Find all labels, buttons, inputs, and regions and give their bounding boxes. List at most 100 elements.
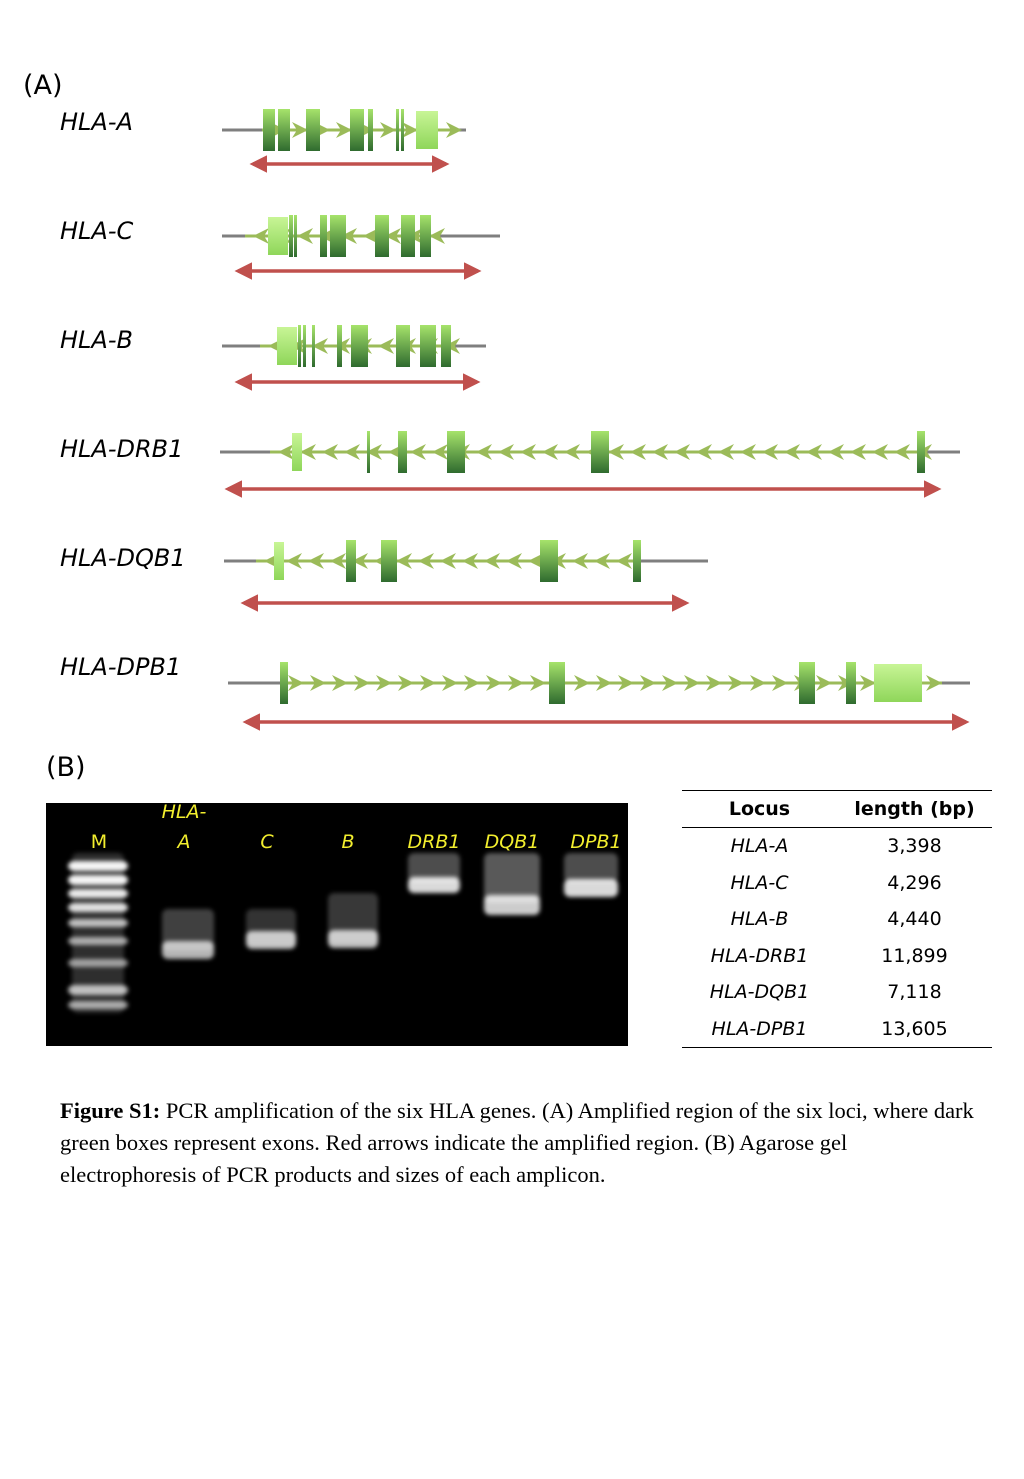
direction-arrow-icon: [718, 444, 734, 460]
exon-box: [396, 109, 399, 151]
direction-arrow-icon: [484, 553, 500, 569]
exon-box: [312, 325, 315, 367]
direction-arrow-icon: [464, 675, 480, 691]
direction-arrow-icon: [253, 228, 269, 244]
exon-box: [441, 325, 451, 367]
exon-box: [367, 431, 370, 473]
table-header-length: length (bp): [837, 790, 992, 828]
direction-arrow-icon: [498, 444, 514, 460]
direction-arrow-icon: [618, 675, 634, 691]
direction-arrow-icon: [542, 444, 558, 460]
direction-arrow-icon: [926, 675, 942, 691]
caption-text: PCR amplification of the six HLA genes. …: [60, 1098, 974, 1187]
table-row: HLA-DQB1 7,118: [682, 974, 992, 1011]
direction-arrow-icon: [750, 675, 766, 691]
direction-arrow-icon: [322, 444, 338, 460]
direction-arrow-icon: [398, 675, 414, 691]
gel-sample-band: [162, 941, 214, 959]
table-cell-length: 13,605: [837, 1010, 992, 1048]
direction-arrow-icon: [312, 338, 328, 354]
direction-arrow-icon: [784, 444, 800, 460]
table-cell-locus: HLA-DPB1: [682, 1010, 837, 1048]
direction-arrow-icon: [297, 228, 313, 244]
direction-arrow-icon: [894, 444, 910, 460]
direction-arrow-icon: [828, 444, 844, 460]
table-cell-length: 4,440: [887, 908, 942, 931]
exon-box: [401, 215, 415, 257]
direction-arrow-icon: [520, 444, 536, 460]
table-cell-locus: HLA-B: [730, 908, 789, 931]
table-cell-length: 3,398: [887, 835, 942, 858]
gel-sample-band: [564, 853, 618, 883]
exon-box: [799, 662, 815, 704]
direction-arrow-icon: [608, 444, 624, 460]
direction-arrow-icon: [385, 228, 401, 244]
exon-box: [447, 431, 465, 473]
gene-label-hla-dqb1: HLA-DQB1: [60, 544, 186, 572]
exon-box: [420, 215, 431, 257]
direction-arrow-icon: [706, 675, 722, 691]
utr-box: [874, 664, 922, 702]
gel-image: M HLA- A C B DRB1 DQB1 DPB1: [46, 801, 628, 1046]
direction-arrow-icon: [850, 444, 866, 460]
exon-box: [280, 662, 288, 704]
exon-box: [401, 109, 404, 151]
direction-arrow-icon: [286, 553, 302, 569]
direction-arrow-icon: [772, 675, 788, 691]
utr-box: [292, 433, 302, 471]
exon-box: [396, 325, 410, 367]
direction-arrow-icon: [486, 675, 502, 691]
table-cell-locus: HLA-A: [730, 835, 789, 858]
exon-box: [633, 540, 641, 582]
panel-a-label: (A): [23, 70, 63, 101]
exon-box: [540, 540, 558, 582]
gene-label-hla-a: HLA-A: [60, 108, 133, 136]
exon-box: [375, 215, 389, 257]
direction-arrow-icon: [429, 228, 445, 244]
gene-structure-diagram: [220, 109, 970, 731]
direction-arrow-icon: [860, 675, 876, 691]
direction-arrow-icon: [330, 553, 346, 569]
panel-b-label: (B): [46, 752, 86, 783]
gel-sample-band: [484, 895, 540, 915]
direction-arrow-icon: [310, 675, 326, 691]
table-header-row: Locus length (bp): [682, 790, 992, 828]
direction-arrow-icon: [594, 553, 610, 569]
direction-arrow-icon: [596, 675, 612, 691]
direction-arrow-icon: [292, 122, 308, 138]
direction-arrow-icon: [442, 675, 458, 691]
direction-arrow-icon: [816, 675, 832, 691]
table-cell-locus: HLA-DQB1: [709, 981, 810, 1004]
exon-box: [381, 540, 397, 582]
direction-arrow-icon: [806, 444, 822, 460]
exon-box: [263, 109, 275, 151]
gel-sample-band: [162, 909, 214, 951]
direction-arrow-icon: [572, 553, 588, 569]
amplicon-size-table: Locus length (bp) HLA-A 3,398 HLA-C 4,296 …: [682, 790, 992, 1048]
table-cell-length: 7,118: [887, 981, 942, 1004]
gel-lane-label-drb1: DRB1: [407, 831, 461, 853]
exon-box: [591, 431, 609, 473]
direction-arrow-icon: [684, 675, 700, 691]
table-header-locus: Locus: [682, 790, 837, 828]
exon-box: [298, 325, 301, 367]
direction-arrow-icon: [506, 553, 522, 569]
direction-arrow-icon: [728, 675, 744, 691]
direction-arrow-icon: [380, 122, 396, 138]
table-row: HLA-A 3,398: [682, 828, 992, 865]
direction-arrow-icon: [378, 338, 394, 354]
direction-arrow-icon: [462, 553, 478, 569]
direction-arrow-icon: [352, 553, 368, 569]
exon-box: [549, 662, 565, 704]
direction-arrow-icon: [762, 444, 778, 460]
direction-arrow-icon: [662, 675, 678, 691]
direction-arrow-icon: [300, 444, 316, 460]
exon-box: [306, 109, 320, 151]
direction-arrow-icon: [444, 338, 460, 354]
direction-arrow-icon: [696, 444, 712, 460]
gel-lane-label-c: C: [260, 831, 274, 853]
direction-arrow-icon: [574, 675, 590, 691]
direction-arrow-icon: [564, 444, 580, 460]
figure-caption: Figure S1: PCR amplification of the six …: [60, 1095, 980, 1191]
direction-arrow-icon: [420, 675, 436, 691]
